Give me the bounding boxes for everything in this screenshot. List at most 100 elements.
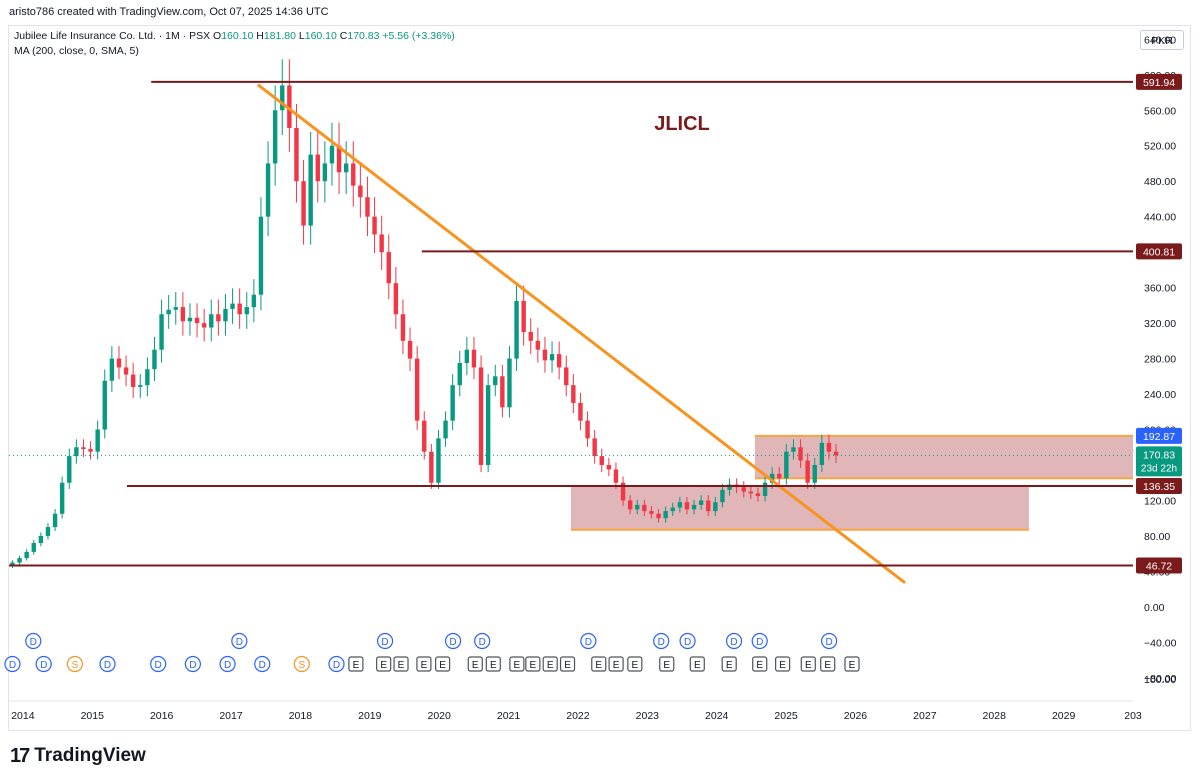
candle-body — [542, 349, 548, 361]
candle-body — [52, 513, 58, 528]
event-marker-label: D — [9, 660, 16, 671]
x-tick-label: 2019 — [358, 710, 382, 722]
earnings-marker-label: E — [353, 660, 360, 671]
dividend-marker-label: D — [825, 637, 832, 648]
earnings-marker-label: E — [490, 660, 497, 671]
candle — [727, 478, 732, 496]
level-tag-label: 591.94 — [1143, 77, 1175, 89]
candle-body — [216, 314, 221, 322]
earnings-marker-label: E — [439, 660, 446, 671]
candle — [414, 346, 420, 430]
currency-button[interactable]: PKR — [1140, 30, 1184, 50]
candle — [45, 523, 51, 540]
candle — [379, 215, 384, 270]
earnings-marker: E — [467, 656, 483, 672]
candle — [230, 288, 235, 324]
candle — [599, 448, 604, 473]
candle — [308, 131, 313, 245]
candle-body — [400, 314, 406, 341]
candle — [592, 429, 597, 464]
candle — [777, 467, 782, 485]
candle — [187, 303, 193, 336]
candle-body — [564, 367, 569, 386]
dividend-marker: D — [821, 632, 838, 650]
dividend-marker-circle — [821, 632, 838, 650]
level-tag-label: 400.81 — [1143, 246, 1175, 258]
candle — [365, 176, 370, 237]
dividend-marker-label: D — [449, 637, 456, 648]
candle-body — [379, 234, 384, 253]
candle — [81, 439, 86, 457]
candle-body — [265, 163, 271, 217]
candle — [606, 457, 612, 477]
earnings-marker: E — [591, 656, 607, 672]
earnings-marker: E — [844, 656, 860, 672]
candle-body — [145, 369, 150, 386]
candle-body — [429, 451, 434, 483]
earnings-marker-box — [525, 656, 541, 672]
price-tag-label: 192.87 — [1143, 431, 1175, 443]
earnings-marker-box — [485, 656, 501, 672]
x-tick-label: 2018 — [289, 710, 313, 722]
earnings-marker-label: E — [824, 660, 831, 671]
level-tag-bg — [1136, 557, 1182, 574]
event-marker-label: D — [40, 660, 47, 671]
earnings-marker-box — [542, 656, 558, 672]
earnings-marker: E — [559, 656, 576, 672]
candle — [301, 159, 306, 245]
dividend-marker-label: D — [381, 637, 388, 648]
candle-body — [130, 374, 136, 387]
candle — [59, 476, 65, 519]
y-tick-label: 0.00 — [1144, 602, 1165, 614]
event-marker-circle — [219, 655, 236, 673]
candle-body — [45, 527, 51, 536]
change-value: +5.56 (+3.36%) — [382, 30, 455, 42]
candle-body — [635, 504, 640, 510]
candle-body — [521, 300, 526, 332]
candle — [691, 499, 697, 515]
level-tag-label: 46.72 — [1146, 560, 1172, 572]
candle — [564, 355, 569, 397]
candle — [201, 308, 207, 342]
candle-body — [762, 482, 768, 497]
dividend-marker-label: D — [585, 637, 592, 648]
candle — [315, 131, 320, 203]
candle-body — [471, 349, 477, 368]
x-tick-label: 2023 — [636, 710, 660, 722]
candle — [450, 374, 455, 430]
candle-body — [180, 307, 186, 322]
ma-indicator-legend[interactable]: MA (200, close, 0, SMA, 5) — [14, 45, 139, 57]
candle-body — [81, 447, 86, 450]
x-tick-label: 2014 — [11, 710, 35, 722]
candle — [393, 266, 399, 329]
earnings-marker: E — [485, 656, 501, 672]
candle-body — [706, 500, 711, 512]
candle-body — [329, 145, 335, 164]
dividend-marker: D — [150, 655, 167, 673]
event-marker-circle — [184, 655, 201, 673]
earnings-marker: E — [752, 656, 768, 672]
candle — [159, 299, 164, 363]
x-tick-label: 2020 — [427, 710, 451, 722]
candle — [755, 487, 761, 502]
earnings-marker-box — [659, 656, 675, 672]
candle-body — [485, 385, 491, 465]
candle — [826, 434, 832, 460]
candle — [670, 502, 675, 516]
candle — [407, 327, 413, 371]
x-tick-label: 2021 — [497, 710, 521, 722]
candle-body — [656, 513, 661, 519]
price-tag-current: 170.83 23d 22h — [1136, 446, 1182, 477]
event-marker-label: D — [333, 660, 340, 671]
candle — [507, 346, 512, 418]
y-tick-label: 320.00 — [1144, 318, 1176, 330]
candle-body — [457, 363, 462, 386]
range-zone-upper-range — [754, 435, 1133, 479]
x-tick-label: 2015 — [81, 710, 105, 722]
y-tick-label: −80.00 — [1144, 673, 1177, 685]
candle-body — [88, 449, 93, 452]
candle — [713, 497, 718, 516]
candle-body — [741, 487, 746, 492]
level-tag-bg — [1136, 477, 1182, 494]
